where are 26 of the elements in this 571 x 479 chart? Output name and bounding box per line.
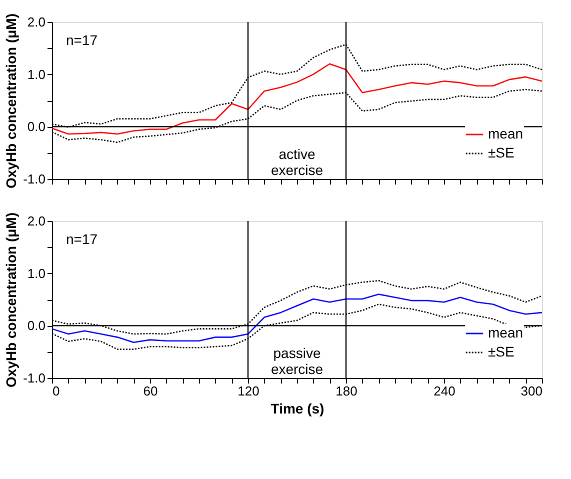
legend-label: ±SE [488, 344, 514, 360]
y-tick-label: 0.0 [27, 119, 46, 134]
legend-label: mean [488, 324, 524, 340]
x-tick-label: 0 [52, 384, 60, 398]
y-axis-title: OxyHb concentration (μM) [3, 212, 20, 388]
y-tick-label: -1.0 [23, 172, 46, 186]
legend-label: mean [488, 126, 524, 142]
y-tick-label: -1.0 [23, 370, 46, 386]
y-tick-label: 0.0 [27, 318, 46, 334]
x-tick-label: 300 [520, 384, 542, 398]
y-tick-label: 1.0 [27, 66, 46, 82]
x-tick-label: 60 [143, 384, 158, 398]
y-axis-title: OxyHb concentration (μM) [3, 13, 20, 189]
annotation: n=17 [66, 32, 98, 48]
x-tick-label: 120 [238, 384, 260, 398]
x-tick-label: 180 [336, 384, 358, 398]
x-axis-title: Time (s) [270, 400, 324, 416]
legend-label: ±SE [488, 144, 514, 160]
x-tick-label: 240 [434, 384, 456, 398]
annotation: active exercise [270, 146, 324, 178]
annotation: passive exercise [270, 345, 324, 377]
y-tick-label: 2.0 [27, 214, 46, 228]
y-tick-label: 1.0 [27, 266, 46, 281]
annotation: n=17 [66, 231, 98, 247]
y-tick-label: 2.0 [27, 14, 46, 30]
line-series [51, 294, 543, 344]
